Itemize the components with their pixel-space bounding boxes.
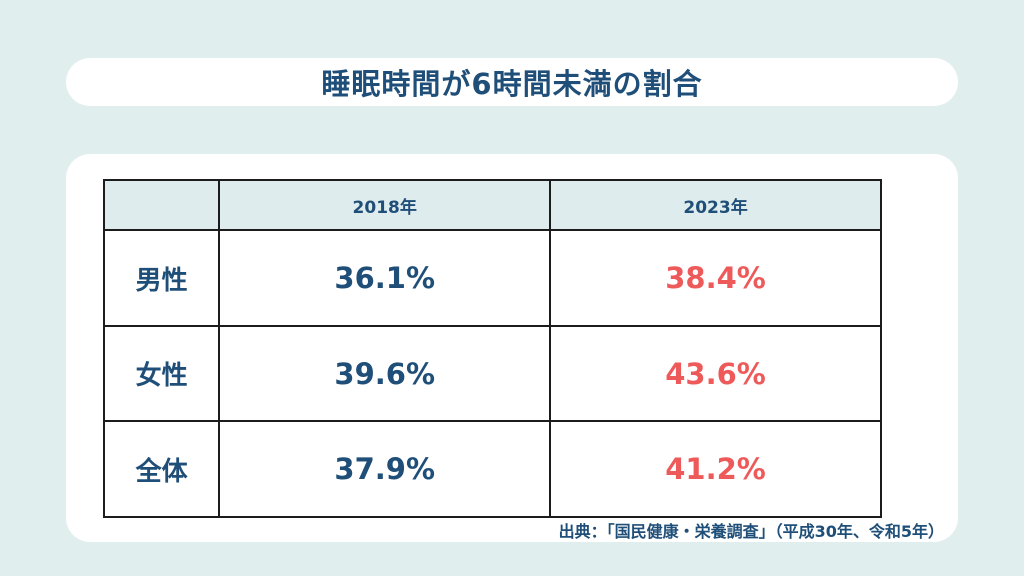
header-2023: 2023年 [549,178,882,232]
table-row-female: 女性 39.6% 43.6% [102,324,882,423]
table-card: 2018年 2023年 男性 36.1% 38.4% 女性 39.6% 43.6… [66,154,958,542]
table-header-row: 2018年 2023年 [102,178,882,232]
value-total-2018: 37.9% [218,420,552,518]
row-label-total: 全体 [102,420,221,518]
source-note: 出典：「国民健康・栄養調査」（平成30年、令和5年） [558,522,944,541]
value-female-2023: 43.6% [549,324,882,423]
row-label-male: 男性 [102,229,221,327]
row-label-female: 女性 [102,324,221,423]
value-male-2018: 36.1% [218,229,552,327]
header-corner-cell [102,178,221,232]
table-row-total: 全体 37.9% 41.2% [102,420,882,518]
sleep-ratio-table: 2018年 2023年 男性 36.1% 38.4% 女性 39.6% 43.6… [102,178,882,518]
title-banner: 睡眠時間が6時間未満の割合 [66,58,958,106]
value-total-2023: 41.2% [549,420,882,518]
page-title: 睡眠時間が6時間未満の割合 [321,67,703,101]
value-male-2023: 38.4% [549,229,882,327]
header-2018: 2018年 [218,178,552,232]
value-female-2018: 39.6% [218,324,552,423]
table-row-male: 男性 36.1% 38.4% [102,229,882,327]
